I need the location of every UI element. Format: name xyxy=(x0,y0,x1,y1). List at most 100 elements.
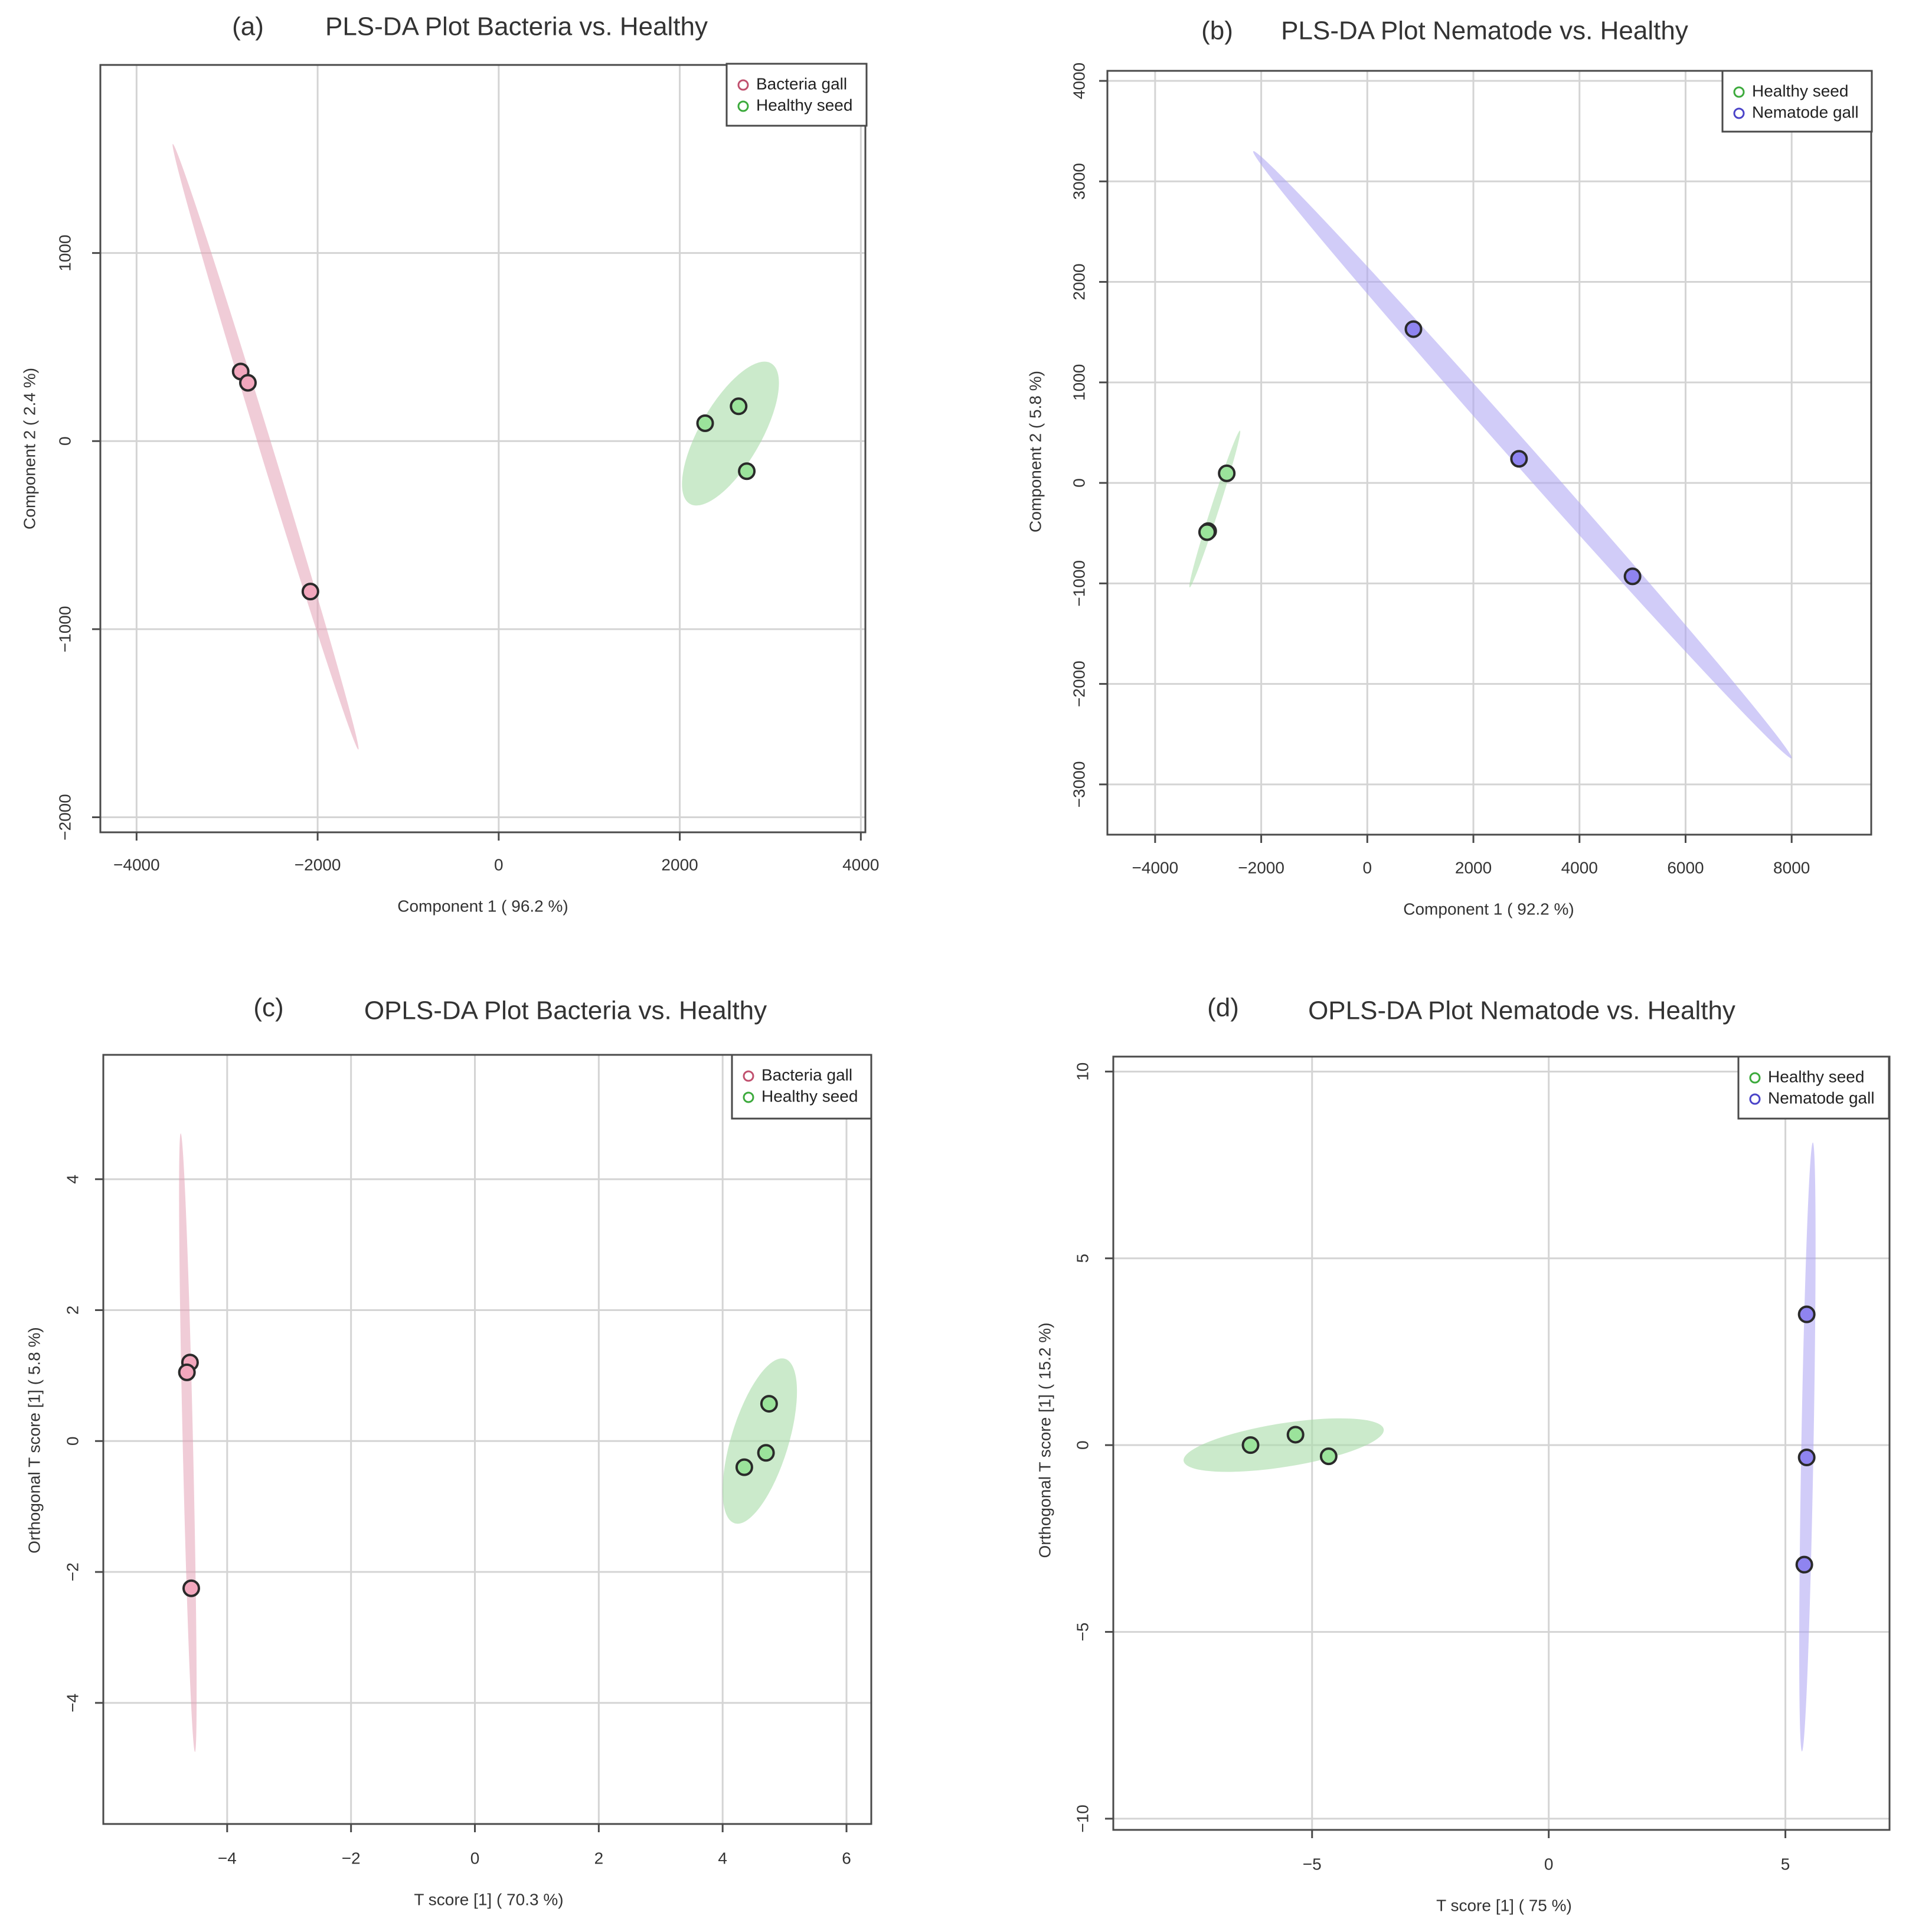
y-axis: −3000 −2000 −1000 0 1000 2000 3000 4000 xyxy=(1070,63,1107,808)
healthy-data-point xyxy=(730,397,748,416)
x-tick-label: −4000 xyxy=(1132,858,1179,877)
healthy-data-point xyxy=(1286,1426,1305,1444)
y-tick-label: 0 xyxy=(1073,1440,1091,1450)
y-tick-label: 0 xyxy=(1070,478,1088,488)
chart-title: PLS-DA Plot Nematode vs. Healthy xyxy=(1281,17,1688,45)
healthy-confidence-ellipse xyxy=(1184,1418,1384,1472)
x-tick-label: 0 xyxy=(494,855,504,874)
x-tick-label: −2000 xyxy=(1238,858,1284,877)
healthy-legend-marker xyxy=(743,1091,754,1103)
healthy-confidence-ellipse xyxy=(682,361,779,506)
x-tick-label: −2 xyxy=(342,1849,361,1867)
x-tick-label: 2 xyxy=(594,1849,604,1867)
y-tick-label: 2 xyxy=(63,1306,81,1315)
panel-a: (a) PLS-DA Plot Bacteria vs. Healthy −4000… xyxy=(20,12,879,916)
legend-label: Healthy seed xyxy=(756,96,852,114)
plot-frame xyxy=(1112,1055,1891,1831)
y-tick-label: −2000 xyxy=(1070,661,1088,707)
healthy-data-point xyxy=(696,414,714,432)
y-tick-label: −1000 xyxy=(55,606,74,653)
y-tick-label: −1000 xyxy=(1070,560,1088,607)
healthy-data-point xyxy=(1241,1436,1260,1454)
legend-box xyxy=(1721,70,1873,133)
panel-b: (b) PLS-DA Plot Nematode vs. Healthy −4000… xyxy=(1026,17,1873,918)
chart-title: OPLS-DA Plot Bacteria vs. Healthy xyxy=(364,996,767,1025)
legend: Healthy seed Nematode gall xyxy=(1721,70,1873,133)
healthy-data-point xyxy=(738,462,756,480)
bacteria-legend-marker xyxy=(737,79,749,91)
nematode-data-point xyxy=(1510,450,1528,468)
x-axis-label: T score [1] ( 75 %) xyxy=(1436,1896,1572,1914)
healthy-legend-marker xyxy=(1749,1072,1761,1084)
bacteria-data-point xyxy=(301,583,319,601)
x-tick-label: −5 xyxy=(1303,1855,1322,1873)
healthy-legend-marker xyxy=(1733,86,1745,98)
y-tick-label: 0 xyxy=(63,1436,81,1446)
legend: Bacteria gall Healthy seed xyxy=(731,1054,872,1120)
chart-title: OPLS-DA Plot Nematode vs. Healthy xyxy=(1308,996,1735,1025)
y-tick-label: 2000 xyxy=(1070,263,1088,300)
x-tick-label: 2000 xyxy=(1455,858,1492,877)
y-axis-label: Component 2 ( 2.4 %) xyxy=(20,368,38,529)
y-tick-label: −2000 xyxy=(55,794,74,841)
y-tick-label: −10 xyxy=(1073,1804,1091,1833)
legend-label: Healthy seed xyxy=(761,1087,858,1105)
x-tick-label: 0 xyxy=(1363,858,1372,877)
y-tick-label: 4 xyxy=(63,1175,81,1184)
nematode-data-point xyxy=(1797,1449,1816,1467)
panel-c: (c) OPLS-DA Plot Bacteria vs. Healthy −4 −2… xyxy=(25,993,872,1908)
legend: Healthy seed Nematode gall xyxy=(1737,1055,1890,1120)
nematode-confidence-ellipse xyxy=(1799,1142,1816,1752)
x-axis: −4000 −2000 0 2000 4000 xyxy=(113,832,879,874)
x-axis-label: Component 1 ( 92.2 %) xyxy=(1403,900,1574,918)
x-axis: −4000 −2000 0 2000 4000 6000 8000 xyxy=(1132,835,1810,877)
y-axis-label: Orthogonal T score [1] ( 15.2 %) xyxy=(1035,1323,1054,1558)
x-axis: −5 0 5 xyxy=(1303,1830,1790,1873)
panel-label: (c) xyxy=(253,993,283,1022)
x-tick-label: −2000 xyxy=(295,855,341,874)
gridlines xyxy=(103,1055,871,1824)
panel-label: (a) xyxy=(232,12,264,41)
x-tick-label: 6 xyxy=(842,1849,851,1867)
x-tick-label: 4000 xyxy=(842,855,879,874)
nematode-data-point xyxy=(1404,320,1423,338)
x-tick-label: −4 xyxy=(218,1849,237,1867)
x-tick-label: 8000 xyxy=(1773,858,1810,877)
nematode-data-point xyxy=(1623,567,1642,586)
y-tick-label: 0 xyxy=(55,436,74,446)
healthy-data-point xyxy=(735,1458,753,1476)
y-tick-label: 5 xyxy=(1073,1254,1091,1263)
x-axis: −4 −2 0 2 4 6 xyxy=(218,1824,851,1867)
panel-label: (d) xyxy=(1207,993,1239,1022)
y-tick-label: 4000 xyxy=(1070,63,1088,99)
x-tick-label: 6000 xyxy=(1667,858,1704,877)
nematode-legend-marker xyxy=(1733,107,1745,119)
bacteria-data-point xyxy=(178,1363,196,1381)
plot-frame xyxy=(1106,70,1872,836)
x-axis-label: Component 1 ( 96.2 %) xyxy=(397,897,568,915)
bacteria-data-point xyxy=(238,374,257,392)
nematode-data-point xyxy=(1795,1555,1813,1574)
x-tick-label: 5 xyxy=(1781,1855,1790,1873)
legend-label: Healthy seed xyxy=(1752,81,1848,100)
x-tick-label: 0 xyxy=(470,1849,480,1867)
nematode-legend-marker xyxy=(1749,1093,1761,1105)
x-tick-label: 2000 xyxy=(661,855,698,874)
plot-frame xyxy=(99,64,867,833)
healthy-confidence-ellipse xyxy=(723,1358,797,1524)
x-axis-label: T score [1] ( 70.3 %) xyxy=(414,1890,563,1908)
legend-label: Bacteria gall xyxy=(756,74,847,93)
y-tick-label: 1000 xyxy=(1070,364,1088,401)
panel-label: (b) xyxy=(1201,17,1233,45)
legend-box xyxy=(725,63,868,127)
plot-frame xyxy=(102,1054,872,1825)
healthy-data-point xyxy=(1319,1447,1338,1466)
healthy-data-point xyxy=(757,1444,775,1462)
y-tick-label: −4 xyxy=(63,1694,81,1712)
y-axis: −10 −5 0 5 10 xyxy=(1073,1063,1113,1833)
y-tick-label: −3000 xyxy=(1070,761,1088,808)
bacteria-legend-marker xyxy=(743,1070,754,1082)
legend-label: Nematode gall xyxy=(1768,1088,1875,1107)
x-tick-label: 4 xyxy=(718,1849,727,1867)
